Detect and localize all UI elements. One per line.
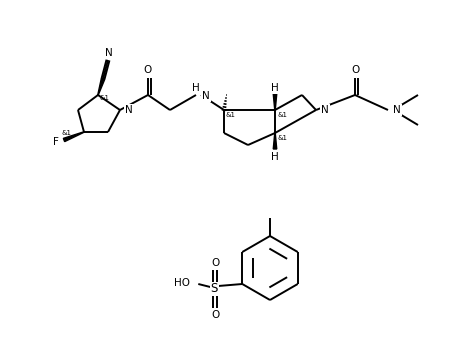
Text: &1: &1: [61, 130, 71, 136]
Text: N: N: [105, 48, 113, 58]
Text: &1: &1: [226, 112, 236, 118]
Text: O: O: [211, 310, 219, 320]
Text: HO: HO: [174, 278, 190, 288]
Text: N: N: [393, 105, 401, 115]
Text: &1: &1: [100, 95, 110, 101]
Polygon shape: [273, 94, 277, 110]
Text: N: N: [321, 105, 329, 115]
Polygon shape: [273, 133, 277, 149]
Text: H: H: [192, 83, 200, 93]
Text: S: S: [211, 283, 218, 295]
Text: O: O: [351, 65, 359, 75]
Text: N: N: [202, 91, 210, 101]
Text: O: O: [144, 65, 152, 75]
Text: H: H: [271, 152, 279, 162]
Text: &1: &1: [277, 135, 287, 141]
Text: &1: &1: [277, 112, 287, 118]
Polygon shape: [63, 132, 84, 142]
Text: O: O: [211, 258, 219, 268]
Text: F: F: [53, 137, 59, 147]
Text: N: N: [125, 105, 133, 115]
Polygon shape: [98, 78, 105, 95]
Text: H: H: [271, 83, 279, 93]
